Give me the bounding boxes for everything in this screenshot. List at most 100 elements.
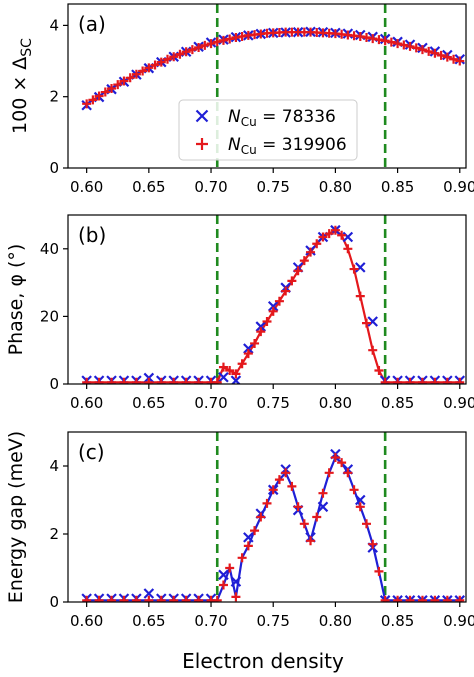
marker-plus-11 [150, 60, 160, 70]
marker-plus-54 [417, 45, 427, 55]
marker-plus-29 [324, 468, 334, 478]
marker-x-12 [230, 576, 242, 587]
marker-x-19 [317, 501, 329, 513]
marker-plus-32 [343, 244, 353, 254]
marker-plus-1 [88, 95, 98, 105]
marker-plus-42 [430, 595, 440, 602]
plot-area [81, 215, 466, 384]
plot-area [81, 4, 466, 168]
y-tick-label: 20 [40, 307, 59, 325]
marker-plus-43 [442, 377, 452, 384]
x-tick-label: 0.90 [443, 178, 474, 196]
marker-plus-27 [312, 239, 322, 249]
marker-plus-52 [405, 41, 415, 51]
marker-plus-1 [94, 595, 104, 602]
marker-plus-35 [362, 318, 371, 328]
marker-plus-56 [430, 48, 440, 58]
marker-plus-36 [368, 539, 378, 549]
marker-plus-15 [237, 359, 247, 369]
marker-plus-20 [206, 39, 216, 49]
marker-plus-22 [281, 286, 291, 296]
marker-plus-38 [380, 377, 390, 384]
y-tick-label: 4 [49, 457, 59, 475]
marker-x-14 [255, 321, 267, 332]
axes-frame [67, 431, 467, 603]
y-tick-label: 4 [49, 16, 59, 34]
marker-plus-19 [262, 498, 272, 508]
marker-plus-14 [169, 52, 179, 62]
marker-plus-21 [212, 37, 222, 47]
y-tick-label: 2 [49, 525, 59, 543]
marker-plus-41 [417, 377, 427, 384]
x-tick-label: 0.65 [132, 394, 165, 412]
marker-plus-37 [374, 566, 384, 576]
marker-plus-8 [181, 595, 191, 602]
marker-plus-17 [250, 526, 260, 536]
x-tick-label: 0.65 [132, 178, 165, 196]
marker-plus-30 [330, 225, 340, 235]
marker-plus-18 [256, 327, 266, 337]
x-tick-label: 0.75 [257, 612, 290, 630]
marker-plus-26 [306, 536, 316, 546]
marker-x-21 [342, 231, 354, 243]
marker-plus-6 [119, 76, 129, 86]
marker-plus-59 [449, 54, 459, 64]
marker-plus-28 [318, 232, 328, 242]
x-tick-label: 0.90 [443, 394, 474, 412]
marker-plus-8 [181, 377, 191, 384]
marker-plus-3 [100, 87, 110, 97]
x-tick-label: 0.65 [132, 612, 165, 630]
marker-plus-19 [200, 40, 210, 50]
legend-box [178, 99, 358, 161]
x-tick-label: 0.80 [319, 178, 352, 196]
x-tick-label: 0.60 [70, 394, 103, 412]
marker-plus-0 [82, 595, 92, 602]
marker-plus-18 [256, 512, 266, 522]
marker-plus-6 [156, 595, 166, 602]
marker-plus-40 [405, 595, 415, 602]
marker-plus-24 [293, 266, 303, 276]
marker-plus-25 [299, 256, 309, 266]
y-axis-label: Energy gap (meV) [5, 431, 27, 603]
y-tick-label: 40 [40, 240, 59, 258]
marker-plus-6 [156, 377, 166, 384]
marker-plus-43 [442, 595, 452, 602]
marker-plus-44 [455, 377, 465, 384]
marker-plus-4 [131, 595, 141, 602]
y-tick-label: 0 [49, 593, 59, 611]
marker-plus-36 [368, 345, 378, 355]
x-tick-label: 0.85 [381, 178, 414, 196]
marker-plus-33 [349, 264, 359, 274]
marker-x-11 [218, 371, 229, 383]
marker-plus-23 [287, 276, 297, 286]
marker-plus-19 [262, 316, 272, 326]
marker-plus-38 [380, 595, 390, 602]
plot-area [81, 432, 466, 602]
marker-plus-42 [430, 377, 440, 384]
marker-plus-25 [299, 519, 309, 529]
marker-plus-2 [94, 91, 104, 101]
marker-plus-11 [212, 595, 222, 602]
marker-plus-20 [268, 485, 278, 495]
marker-plus-21 [274, 475, 284, 485]
marker-plus-3 [119, 377, 129, 384]
marker-plus-5 [144, 377, 154, 384]
marker-plus-33 [349, 485, 359, 495]
marker-plus-13 [163, 54, 172, 64]
x-tick-label: 0.85 [381, 394, 414, 412]
panel-c: 0.60 0.65 0.70 0.75 0.80 0.85 0.90 0 2 4 (c) Energy… [5, 431, 474, 630]
marker-x-13 [243, 532, 254, 543]
marker-plus-4 [107, 83, 117, 93]
legend-marker-plus [196, 138, 208, 150]
panel-label: (b) [78, 223, 106, 247]
marker-plus-11 [212, 377, 222, 384]
marker-plus-34 [355, 502, 365, 512]
marker-plus-17 [187, 45, 197, 55]
marker-plus-17 [250, 338, 260, 348]
marker-plus-41 [417, 595, 427, 602]
marker-plus-21 [274, 296, 284, 306]
marker-plus-51 [399, 40, 409, 50]
x-tick-label: 0.80 [319, 394, 352, 412]
marker-x-22 [355, 494, 366, 506]
x-tick-label: 0.70 [194, 612, 227, 630]
